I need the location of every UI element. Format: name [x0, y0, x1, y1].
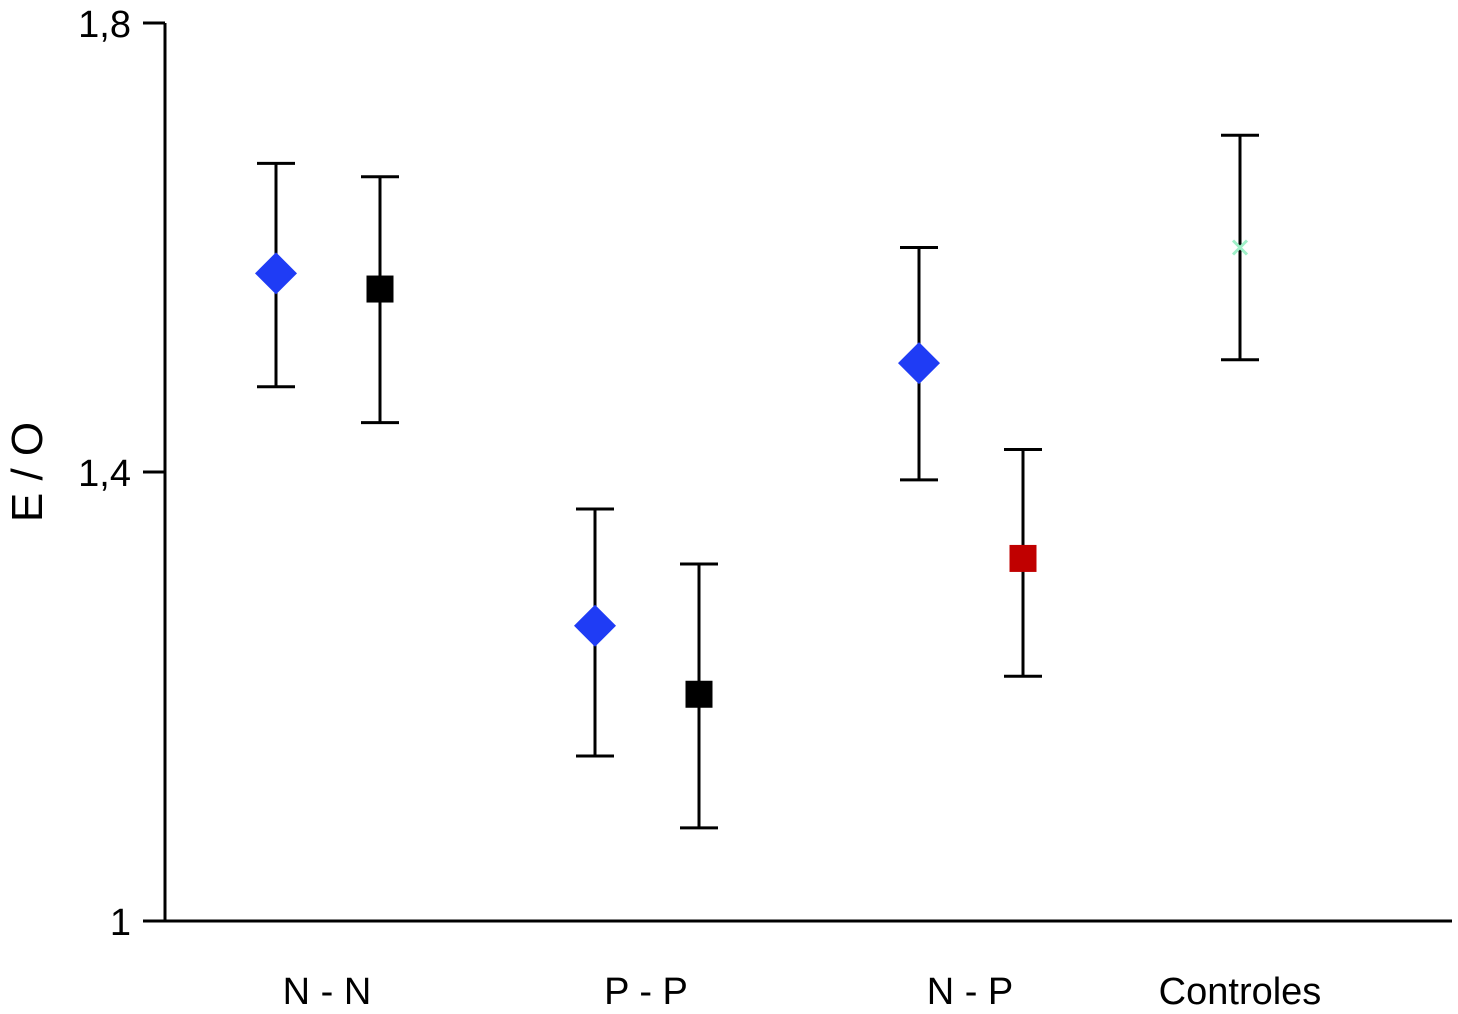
y-ticks: 1 1,4 1,8 — [78, 4, 165, 944]
error-bars — [257, 133, 1259, 830]
y-axis-title: E / O — [3, 422, 52, 522]
point-diamond-2 — [574, 604, 616, 647]
y-tick-label-2: 1,8 — [78, 4, 131, 46]
axes — [163, 23, 1452, 923]
point-diamond-4 — [898, 342, 940, 385]
point-cross-6 — [1231, 239, 1249, 256]
x-category-label-2: N - P — [927, 971, 1014, 1013]
point-square-1 — [366, 275, 394, 303]
point-diamond-0 — [255, 252, 297, 295]
point-square-3 — [685, 680, 713, 708]
x-category-labels: N - N P - P N - P Controles — [283, 971, 1322, 1013]
point-square-5 — [1009, 544, 1037, 572]
x-category-label-3: Controles — [1159, 971, 1322, 1013]
y-tick-label-1: 1,4 — [78, 453, 131, 495]
x-category-label-1: P - P — [604, 971, 688, 1013]
data-points — [255, 239, 1249, 708]
x-category-label-0: N - N — [283, 971, 372, 1013]
y-tick-label-0: 1 — [110, 902, 131, 944]
